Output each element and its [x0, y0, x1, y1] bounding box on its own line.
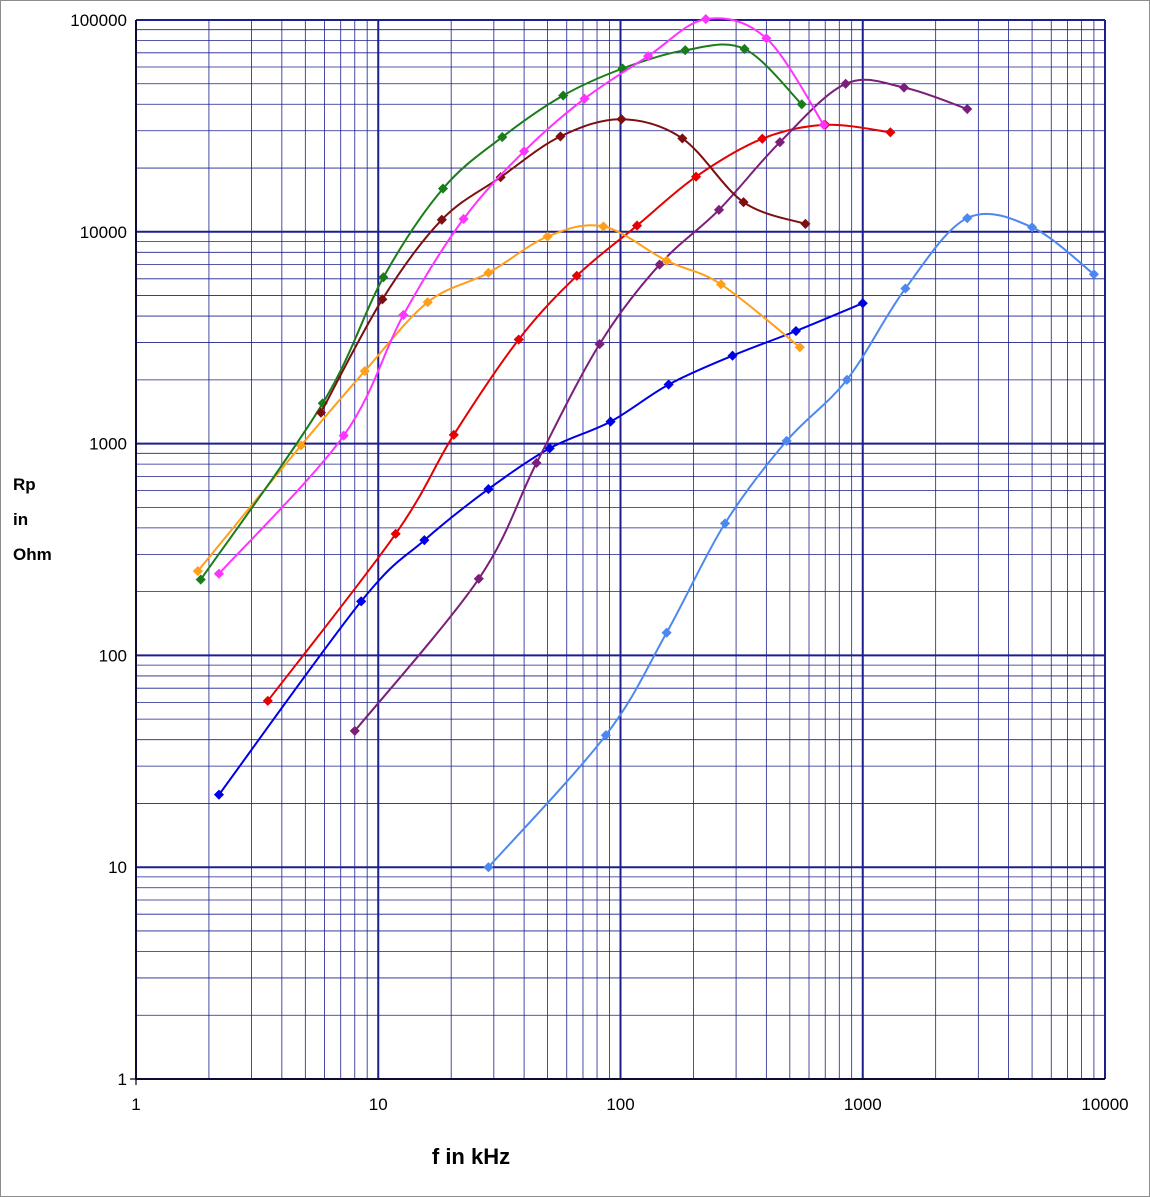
major-grid — [136, 20, 1105, 1079]
x-tick-label: 1000 — [844, 1095, 882, 1114]
data-point — [556, 132, 565, 141]
data-point — [858, 299, 867, 308]
axes — [130, 20, 1105, 1085]
data-point — [617, 115, 626, 124]
data-point — [841, 79, 850, 88]
series-line — [355, 80, 967, 731]
series-1 — [214, 299, 867, 799]
data-point — [664, 380, 673, 389]
data-point — [662, 628, 671, 637]
x-tick-label: 10 — [369, 1095, 388, 1114]
y-axis-label-line: Rp — [13, 475, 36, 494]
data-point — [599, 222, 608, 231]
series-line — [201, 45, 802, 580]
series-8 — [484, 214, 1098, 872]
data-point — [484, 268, 493, 277]
y-tick-label: 10000 — [80, 223, 127, 242]
data-point — [606, 417, 615, 426]
y-tick-label: 100000 — [70, 11, 127, 30]
x-tick-label: 10000 — [1081, 1095, 1128, 1114]
y-tick-label: 1000 — [89, 435, 127, 454]
y-axis-label-line: in — [13, 510, 28, 529]
x-axis-label: f in kHz — [432, 1144, 510, 1169]
y-axis-label-line: Ohm — [13, 545, 52, 564]
data-point — [1028, 223, 1037, 232]
data-point — [543, 232, 552, 241]
x-tick-label: 1 — [131, 1095, 140, 1114]
series-line — [488, 214, 1094, 867]
data-point — [963, 214, 972, 223]
data-point — [801, 219, 810, 228]
data-point — [740, 44, 749, 53]
data-point — [379, 273, 388, 282]
data-point — [886, 128, 895, 137]
data-point — [728, 351, 737, 360]
data-point — [758, 134, 767, 143]
data-point — [595, 340, 604, 349]
x-tick-labels: 1 10 100 1000 10000 — [131, 1095, 1128, 1114]
x-tick-label: 100 — [606, 1095, 634, 1114]
data-point — [791, 327, 800, 336]
y-tick-label: 100 — [99, 646, 127, 665]
y-axis-label: Rp in Ohm — [13, 475, 52, 564]
data-point — [399, 310, 408, 319]
series-line — [321, 119, 806, 413]
series-line — [268, 125, 891, 701]
data-point — [532, 458, 541, 467]
series-4 — [193, 222, 804, 576]
y-tick-labels: 1 10 100 1000 10000 100000 — [70, 11, 127, 1089]
data-point — [559, 91, 568, 100]
y-tick-label: 1 — [118, 1070, 127, 1089]
data-point — [963, 105, 972, 114]
series-line — [198, 225, 800, 571]
data-point — [899, 83, 908, 92]
series-3 — [350, 79, 971, 735]
series-5 — [196, 44, 806, 584]
y-tick-label: 10 — [108, 858, 127, 877]
data-point — [681, 46, 690, 55]
data-point — [701, 15, 710, 24]
